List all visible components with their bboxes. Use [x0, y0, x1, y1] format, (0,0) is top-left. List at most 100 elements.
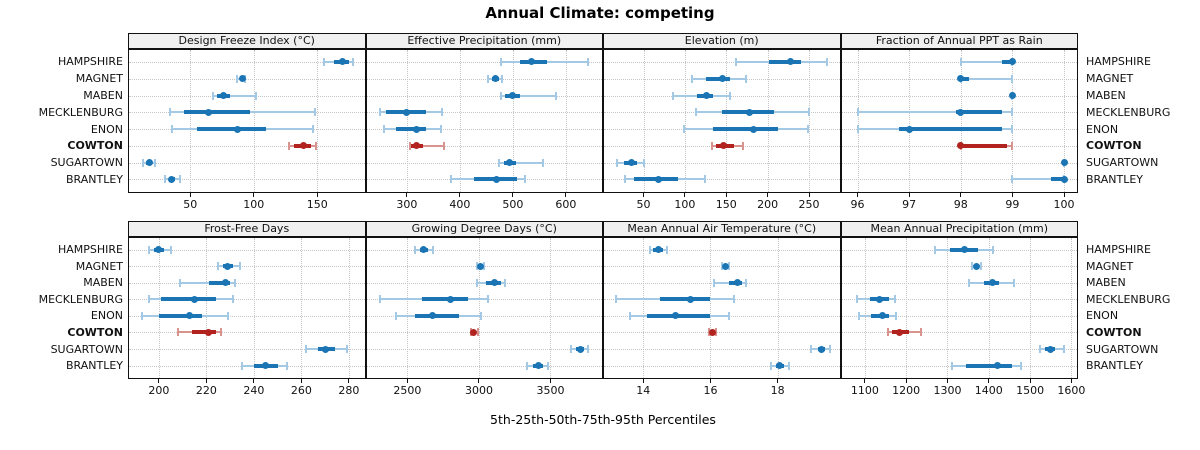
gridline-horizontal: [129, 266, 365, 268]
whisker-cap-low: [683, 125, 686, 134]
gridline-vertical: [206, 238, 208, 378]
whisker-cap-low: [1011, 175, 1014, 184]
gridline-vertical: [253, 50, 255, 192]
whisker-cap-high: [554, 91, 557, 100]
interval-25-75: [898, 127, 1003, 132]
row-label-right-maben: MABEN: [1086, 276, 1126, 290]
gridline-vertical: [767, 50, 769, 192]
interval-25-75: [183, 110, 250, 115]
gridline-horizontal: [841, 349, 1077, 351]
gridline-horizontal: [604, 349, 840, 351]
median-dot: [428, 312, 436, 320]
panel-plot-design-freeze-index-c: [128, 49, 366, 193]
interval-25-75: [660, 297, 711, 302]
axis-tick-label: 100: [674, 198, 696, 211]
row-label-left-maben: MABEN: [83, 89, 123, 102]
whisker-cap-low: [628, 311, 631, 320]
gridline-vertical: [906, 238, 908, 378]
median-dot: [492, 75, 500, 83]
gridline-horizontal: [841, 95, 1077, 97]
gridline-vertical: [864, 238, 866, 378]
axis-tick-label: 2500: [393, 384, 422, 397]
axis-tick-label: 200: [148, 384, 170, 397]
whisker-cap-low: [858, 311, 861, 320]
median-dot: [233, 125, 241, 133]
interval-25-75: [208, 280, 231, 285]
whisker-cap-low: [694, 108, 697, 117]
median-dot: [262, 362, 270, 370]
gridline-vertical: [301, 238, 303, 378]
panel-header-elevation-m: Elevation (m): [603, 33, 841, 49]
median-dot: [957, 108, 965, 116]
row-label-left-enon: ENON: [90, 309, 123, 323]
whisker-cap-high: [1020, 361, 1022, 370]
median-dot: [718, 75, 726, 83]
whisker-cap-low: [616, 158, 619, 167]
median-dot: [403, 108, 411, 116]
gridline-vertical: [777, 238, 779, 378]
axis-tick-mark: [684, 193, 686, 197]
gridline-horizontal: [841, 266, 1077, 268]
whisker-cap-high: [1011, 108, 1014, 117]
panel-plot-mean-annual-precipitation-mm: [840, 237, 1078, 379]
whisker-cap-high: [1013, 278, 1016, 287]
axis-tick-label: 150: [715, 198, 737, 211]
axis-tick-label: 97: [902, 198, 917, 211]
median-dot: [957, 75, 965, 83]
gridline-horizontal: [129, 299, 365, 301]
whisker-cap-high: [440, 108, 443, 117]
gridline-horizontal: [604, 365, 840, 367]
median-dot: [896, 328, 904, 336]
row-label-right-mecklenburg: MECKLENBURG: [1086, 292, 1171, 306]
whisker-cap-high: [500, 74, 503, 83]
axis-tick-mark: [864, 379, 866, 383]
row-label-left-enon: ENON: [90, 122, 123, 136]
median-dot: [957, 142, 965, 150]
axis-tick-mark: [946, 379, 948, 383]
whisker-cap-low: [615, 295, 618, 304]
median-dot: [219, 92, 227, 99]
gridline-horizontal: [604, 249, 840, 251]
whisker-cap-high: [153, 158, 156, 167]
gridline-vertical: [960, 50, 962, 192]
gridline-vertical: [512, 50, 514, 192]
panel-plot-mean-annual-air-temperature-c: [603, 237, 841, 379]
interval-5-95: [1012, 178, 1065, 181]
median-dot: [875, 295, 883, 303]
median-dot: [686, 295, 694, 303]
axis-tick-mark: [549, 379, 551, 383]
whisker-cap-high: [439, 125, 442, 134]
median-dot: [191, 295, 198, 303]
row-label-left-sugartown: SUGARTOWN: [50, 156, 123, 170]
median-dot: [745, 108, 753, 116]
median-dot: [204, 108, 212, 116]
interval-5-95: [960, 77, 1013, 80]
whisker-cap-low: [712, 278, 715, 287]
whisker-cap-low: [671, 91, 674, 100]
row-label-right-magnet: MAGNET: [1086, 259, 1134, 273]
gridline-horizontal: [129, 78, 365, 80]
interval-25-75: [955, 110, 1003, 115]
gridline-horizontal: [129, 315, 365, 317]
whisker-cap-high: [345, 345, 348, 354]
whisker-cap-high: [313, 108, 316, 117]
whisker-cap-high: [826, 57, 829, 66]
median-dot: [1047, 345, 1055, 353]
axis-tick-mark: [158, 379, 160, 383]
median-dot: [420, 246, 428, 254]
panel-plot-growing-degree-days-c: [365, 237, 603, 379]
whisker-cap-high: [728, 91, 731, 100]
interval-5-95: [501, 94, 556, 97]
gridline-vertical: [565, 50, 567, 192]
row-label-left-cowton: COWTON: [67, 325, 123, 339]
gridline-vertical: [459, 50, 461, 192]
whisker-cap-low: [148, 295, 151, 304]
whisker-cap-high: [586, 57, 589, 66]
whisker-cap-high: [541, 158, 544, 167]
whisker-cap-low: [691, 74, 694, 83]
gridline-vertical: [550, 238, 552, 378]
median-dot: [720, 142, 728, 150]
interval-25-75: [396, 127, 426, 132]
gridline-horizontal: [129, 282, 365, 284]
axis-tick-mark: [205, 379, 207, 383]
